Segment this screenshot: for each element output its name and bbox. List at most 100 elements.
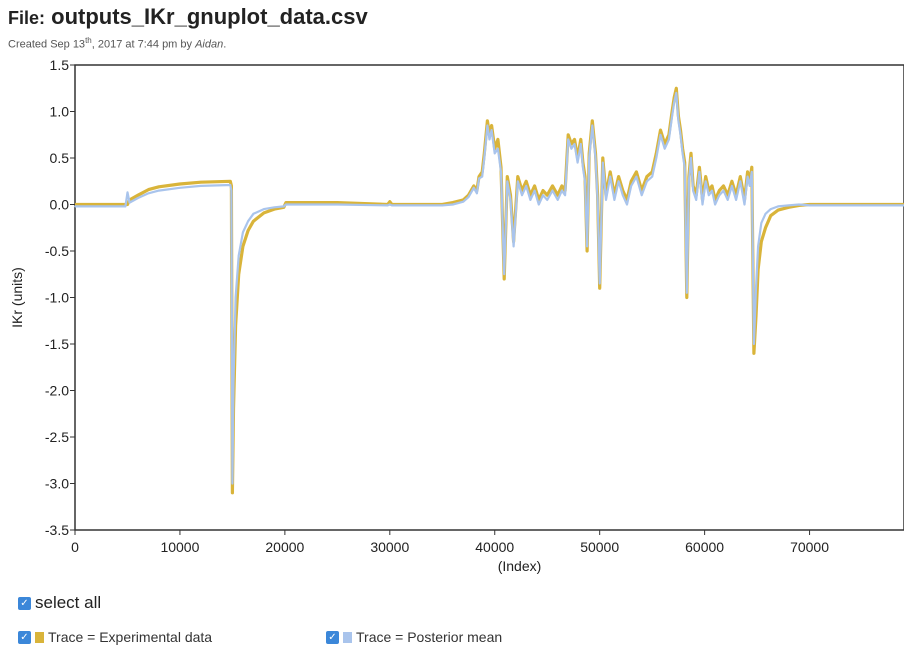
data-point-0 [452, 201, 454, 204]
trace-swatch-posterior [343, 631, 352, 643]
data-point-1 [462, 200, 465, 203]
data-point-0 [126, 203, 129, 206]
data-point-1 [473, 187, 475, 189]
data-point-0 [646, 175, 648, 178]
created-suffix: , 2017 at 7:44 pm by [91, 38, 196, 51]
data-point-1 [386, 204, 389, 207]
data-point-1 [688, 180, 690, 183]
data-point-1 [591, 124, 594, 127]
data-point-1 [731, 185, 733, 187]
data-point-1 [787, 204, 790, 207]
data-point-1 [263, 208, 265, 210]
trace-swatch-experimental [35, 631, 44, 643]
data-point-1 [242, 231, 244, 234]
data-point-1 [570, 147, 573, 150]
data-point-1 [798, 203, 800, 206]
data-point-0 [517, 175, 519, 178]
select-all-label: select all [35, 593, 102, 612]
x-tick-label: 30000 [370, 539, 409, 555]
data-point-1 [708, 194, 710, 196]
data-point-1 [232, 380, 235, 383]
data-point-1 [739, 180, 742, 183]
data-point-1 [476, 192, 478, 195]
trace-toggle-experimental[interactable]: ✓ Trace = Experimental data [18, 629, 212, 645]
data-point-1 [718, 194, 721, 196]
data-point-1 [542, 194, 544, 196]
data-point-1 [711, 189, 713, 192]
created-sup: th [85, 36, 92, 45]
data-point-1 [586, 245, 588, 248]
data-point-1 [714, 203, 716, 206]
data-point-1 [617, 180, 620, 183]
trace-checkbox-posterior[interactable]: ✓ [326, 630, 339, 644]
data-point-1 [726, 199, 729, 201]
trace-label-experimental: Trace = Experimental data [48, 629, 213, 645]
data-point-0 [229, 180, 232, 183]
author-name[interactable]: Aidan [195, 38, 224, 51]
file-name: outputs_IKr_gnuplot_data.csv [51, 4, 368, 29]
data-point-1 [389, 203, 391, 206]
data-point-1 [441, 204, 444, 207]
x-tick-label: 50000 [580, 539, 619, 555]
data-point-1 [237, 254, 240, 257]
data-point-1 [602, 161, 604, 164]
trace-checkbox-experimental[interactable]: ✓ [18, 630, 31, 644]
data-point-1 [391, 204, 393, 207]
data-point-1 [751, 171, 753, 173]
y-tick-label: -2.0 [45, 383, 69, 399]
data-point-1 [651, 175, 653, 178]
data-point-1 [757, 245, 759, 248]
data-point-0 [542, 189, 544, 192]
data-point-1 [701, 203, 704, 206]
data-point-1 [509, 199, 512, 201]
data-point-1 [695, 199, 697, 201]
data-point-1 [576, 161, 579, 164]
data-point-1 [746, 175, 749, 178]
select-all-checkbox[interactable]: ✓ [18, 596, 31, 610]
data-point-1 [283, 205, 285, 208]
data-point-1 [483, 157, 486, 159]
data-point-1 [525, 185, 527, 187]
y-tick-label: 0.5 [50, 150, 70, 166]
data-point-0 [598, 287, 601, 289]
data-point-1 [609, 175, 611, 178]
data-point-1 [74, 205, 76, 208]
data-point-1 [126, 191, 129, 194]
select-all-toggle[interactable]: ✓ select all [18, 593, 101, 613]
trace-toggle-posterior[interactable]: ✓ Trace = Posterior mean [326, 629, 502, 645]
data-point-1 [594, 157, 597, 159]
data-point-1 [517, 180, 519, 183]
data-point-1 [556, 199, 559, 201]
data-point-0 [546, 194, 548, 196]
ikr-line-chart[interactable]: 1.5 1.0 0.5 0.0 -0.5 -1.0 -1.5 -2.0 -2.5 -3.0 -3.5… [0, 55, 904, 590]
data-point-1 [630, 185, 632, 187]
data-point-1 [584, 180, 586, 183]
data-point-1 [668, 138, 670, 141]
data-point-1 [777, 205, 779, 208]
data-point-1 [529, 199, 532, 201]
y-tick-label: -1.5 [45, 336, 69, 352]
y-tick-label: 0.0 [50, 197, 70, 213]
data-point-0 [137, 194, 139, 196]
series-layer [74, 86, 904, 495]
data-point-0 [659, 129, 662, 131]
data-point-0 [602, 157, 604, 159]
data-point-0 [777, 209, 779, 211]
data-point-0 [336, 201, 339, 204]
data-point-0 [686, 296, 688, 299]
data-point-0 [533, 185, 536, 187]
data-point-1 [200, 185, 202, 187]
data-point-1 [229, 184, 232, 186]
data-point-1 [686, 292, 688, 294]
data-point-1 [663, 147, 666, 150]
data-point-0 [486, 120, 489, 122]
data-point-1 [273, 206, 276, 209]
data-point-1 [683, 166, 686, 169]
data-point-0 [473, 185, 475, 187]
data-point-0 [389, 200, 391, 203]
data-point-1 [626, 203, 628, 206]
data-point-1 [158, 189, 160, 192]
y-tick-label: -2.5 [45, 429, 69, 445]
data-point-0 [158, 186, 160, 188]
data-point-0 [591, 120, 594, 122]
